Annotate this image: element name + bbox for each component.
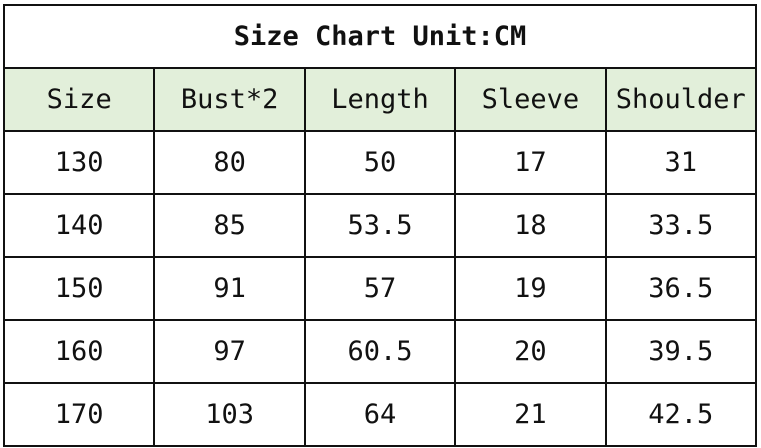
table-cell: 85 [153,193,306,258]
table-cell: 17 [454,130,607,195]
header-size: Size [2,67,156,132]
table-cell: 103 [153,382,306,447]
header-length: Length [303,67,457,132]
table-cell: 150 [2,256,156,321]
table-title: Size Chart Unit:CM [3,4,757,69]
table-cell: 80 [153,130,306,195]
table-row: 170 103 64 21 42.5 [2,382,758,447]
table-cell: 39.5 [604,319,758,384]
table-cell: 130 [2,130,156,195]
table-cell: 42.5 [604,382,758,447]
header-bust: Bust*2 [153,67,306,132]
table-cell: 36.5 [604,256,758,321]
table-row: 130 80 50 17 31 [2,130,758,195]
header-sleeve: Sleeve [454,67,607,132]
table-cell: 160 [2,319,156,384]
header-shoulder: Shoulder [604,67,758,132]
table-cell: 97 [153,319,306,384]
table-cell: 170 [2,382,156,447]
table-cell: 33.5 [604,193,758,258]
header-row: Size Bust*2 Length Sleeve Shoulder [2,67,758,132]
table-row: 160 97 60.5 20 39.5 [2,319,758,384]
table-cell: 20 [454,319,607,384]
table-cell: 140 [2,193,156,258]
table-row: 150 91 57 19 36.5 [2,256,758,321]
table-cell: 60.5 [303,319,457,384]
table-cell: 31 [604,130,758,195]
table-row: 140 85 53.5 18 33.5 [2,193,758,258]
table-cell: 64 [303,382,457,447]
table-cell: 18 [454,193,607,258]
table-cell: 91 [153,256,306,321]
size-chart-table: Size Chart Unit:CM Size Bust*2 Length Sl… [2,4,758,447]
table-cell: 57 [303,256,457,321]
table-cell: 19 [454,256,607,321]
table-cell: 21 [454,382,607,447]
table-cell: 50 [303,130,457,195]
table-cell: 53.5 [303,193,457,258]
